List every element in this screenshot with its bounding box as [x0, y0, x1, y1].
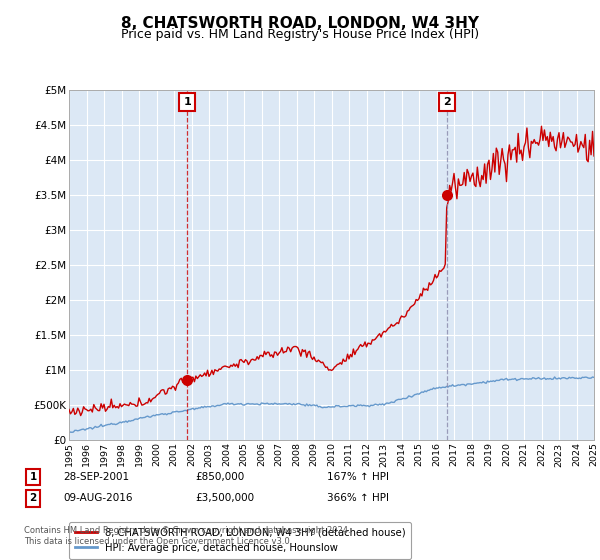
Text: 09-AUG-2016: 09-AUG-2016 [63, 493, 133, 503]
Text: 28-SEP-2001: 28-SEP-2001 [63, 472, 129, 482]
Text: 2: 2 [29, 493, 37, 503]
Legend: 8, CHATSWORTH ROAD, LONDON, W4 3HY (detached house), HPI: Average price, detache: 8, CHATSWORTH ROAD, LONDON, W4 3HY (deta… [69, 522, 412, 559]
Text: 366% ↑ HPI: 366% ↑ HPI [327, 493, 389, 503]
Text: 1: 1 [183, 97, 191, 107]
Text: 1: 1 [29, 472, 37, 482]
Text: £850,000: £850,000 [195, 472, 244, 482]
Text: Price paid vs. HM Land Registry's House Price Index (HPI): Price paid vs. HM Land Registry's House … [121, 28, 479, 41]
Text: 2: 2 [443, 97, 451, 107]
Text: £3,500,000: £3,500,000 [195, 493, 254, 503]
Text: Contains HM Land Registry data © Crown copyright and database right 2024.
This d: Contains HM Land Registry data © Crown c… [24, 526, 350, 546]
Text: 167% ↑ HPI: 167% ↑ HPI [327, 472, 389, 482]
Text: 8, CHATSWORTH ROAD, LONDON, W4 3HY: 8, CHATSWORTH ROAD, LONDON, W4 3HY [121, 16, 479, 31]
